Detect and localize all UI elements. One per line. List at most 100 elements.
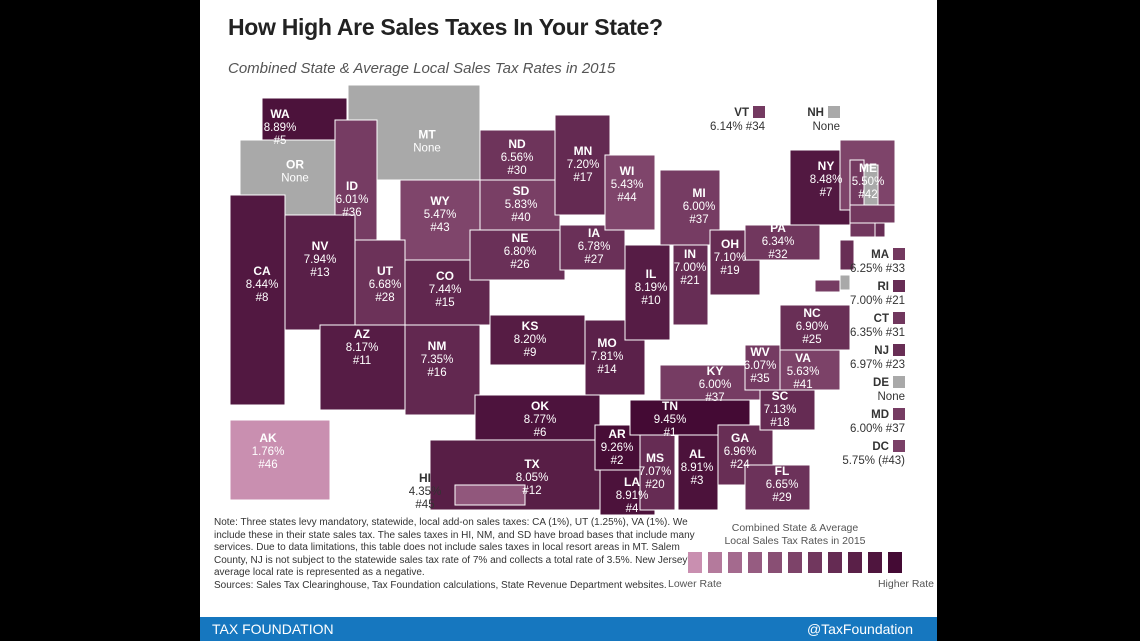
state-ia [559,224,626,271]
state-label-mn: MN 7.20% #17 [567,145,600,185]
state-rate: 7.07% [638,466,672,478]
state-nj [839,239,855,271]
state-wi [604,154,656,231]
page-title: How High Are Sales Taxes In Your State? [228,14,663,40]
state-nd [479,129,556,181]
color-swatch [893,280,905,292]
state-label-hi: HI 4.35% #45 [409,472,442,512]
legend-swatch [708,552,722,573]
state-wv [744,344,781,391]
state-label-la: LA 8.91% #4 [616,476,649,516]
legend-swatch [728,552,742,573]
state-label-tx: TX 8.05% #12 [516,458,549,498]
state-rank: #1 [663,427,677,439]
callout-abbr: VT [734,107,749,119]
state-ms [639,434,676,511]
color-swatch [753,106,765,118]
state-rank: #14 [597,364,617,376]
state-rank: #25 [802,334,822,346]
state-abbr: MN [573,144,593,158]
color-swatch [893,408,905,420]
state-label-or: OR None [281,157,309,186]
state-abbr: AR [608,427,626,441]
callout-abbr: NH [807,107,824,119]
state-rank: #11 [352,355,372,367]
state-abbr: TX [524,457,540,471]
state-nm [404,324,481,416]
state-rank: #30 [507,165,527,177]
callout-md: MD 6.00% #37 [825,408,905,436]
state-abbr: MI [692,186,706,200]
legend-swatch [828,552,842,573]
color-swatch [893,344,905,356]
state-rank: #32 [768,249,788,261]
state-rank: #42 [858,189,878,201]
legend-swatch [888,552,902,573]
state-rate: 7.10% [713,252,747,264]
state-label-ky: KY 6.00% #37 [699,365,732,405]
state-label-ut: UT 6.68% #28 [369,265,402,305]
callout-nh: NH None [760,106,840,134]
state-abbr: NE [511,231,529,245]
state-rank: #17 [573,172,593,184]
state-abbr: MT [418,127,436,142]
state-label-va: VA 5.63% #41 [787,352,820,392]
state-abbr: GA [730,431,749,445]
state-sc [759,389,816,431]
callout-value: 7.00% #21 [850,295,905,307]
legend-swatch [868,552,882,573]
state-rate: 5.83% [504,199,538,211]
state-rate: 6.34% [761,236,795,248]
state-label-me: ME 5.50% #42 [852,162,885,202]
state-abbr: MS [645,451,664,465]
state-rank: #21 [680,275,700,287]
callout-value: None [877,391,906,403]
state-ma [849,204,896,224]
state-rank: #19 [720,265,740,277]
state-abbr: SD [512,184,530,198]
state-ne [469,229,566,281]
state-rate: 6.68% [368,279,402,291]
state-label-az: AZ 8.17% #11 [346,328,379,368]
state-rate: 6.90% [795,321,829,333]
note: Note: Three states levy mandatory, state… [214,517,714,592]
state-abbr: NC [803,306,821,320]
state-rank: #4 [625,503,639,515]
state-rate: 7.13% [763,404,797,416]
state-abbr: NV [311,239,329,253]
state-rate: 8.20% [513,334,547,346]
state-md [814,279,841,293]
legend-swatch [688,552,702,573]
state-label-ga: GA 6.96% #24 [724,432,757,472]
state-abbr: TN [661,399,678,413]
state-il [624,244,671,341]
state-hi [454,484,526,506]
state-abbr: IA [587,226,600,240]
footer-handle[interactable]: @TaxFoundation [806,621,913,637]
state-label-mi: MI 6.00% #37 [683,187,716,227]
state-wy [399,179,481,261]
state-abbr: WA [270,107,290,121]
state-rate: 8.17% [345,342,379,354]
state-rate: 8.77% [523,414,557,426]
state-rank: #37 [689,214,709,226]
callout-value: 6.97% #23 [850,359,905,371]
state-abbr: HI [418,471,431,485]
state-rank: #7 [819,187,833,199]
state-label-co: CO 7.44% #15 [429,270,462,310]
state-label-sc: SC 7.13% #18 [764,390,797,430]
state-rate: 7.20% [566,159,600,171]
callout-value: None [812,121,841,133]
state-rank: #37 [705,392,725,404]
state-rank: #20 [645,479,665,491]
state-abbr: OR [286,157,304,172]
state-label-ok: OK 8.77% #6 [524,400,557,440]
us-map [229,84,896,516]
state-rate: 6.80% [503,246,537,258]
state-label-nc: NC 6.90% #25 [796,307,829,347]
page-subtitle: Combined State & Average Local Sales Tax… [228,60,616,77]
color-swatch [893,312,905,324]
state-va [779,349,841,391]
legend-scale [650,552,940,573]
legend-low-label: Lower Rate [668,578,722,590]
